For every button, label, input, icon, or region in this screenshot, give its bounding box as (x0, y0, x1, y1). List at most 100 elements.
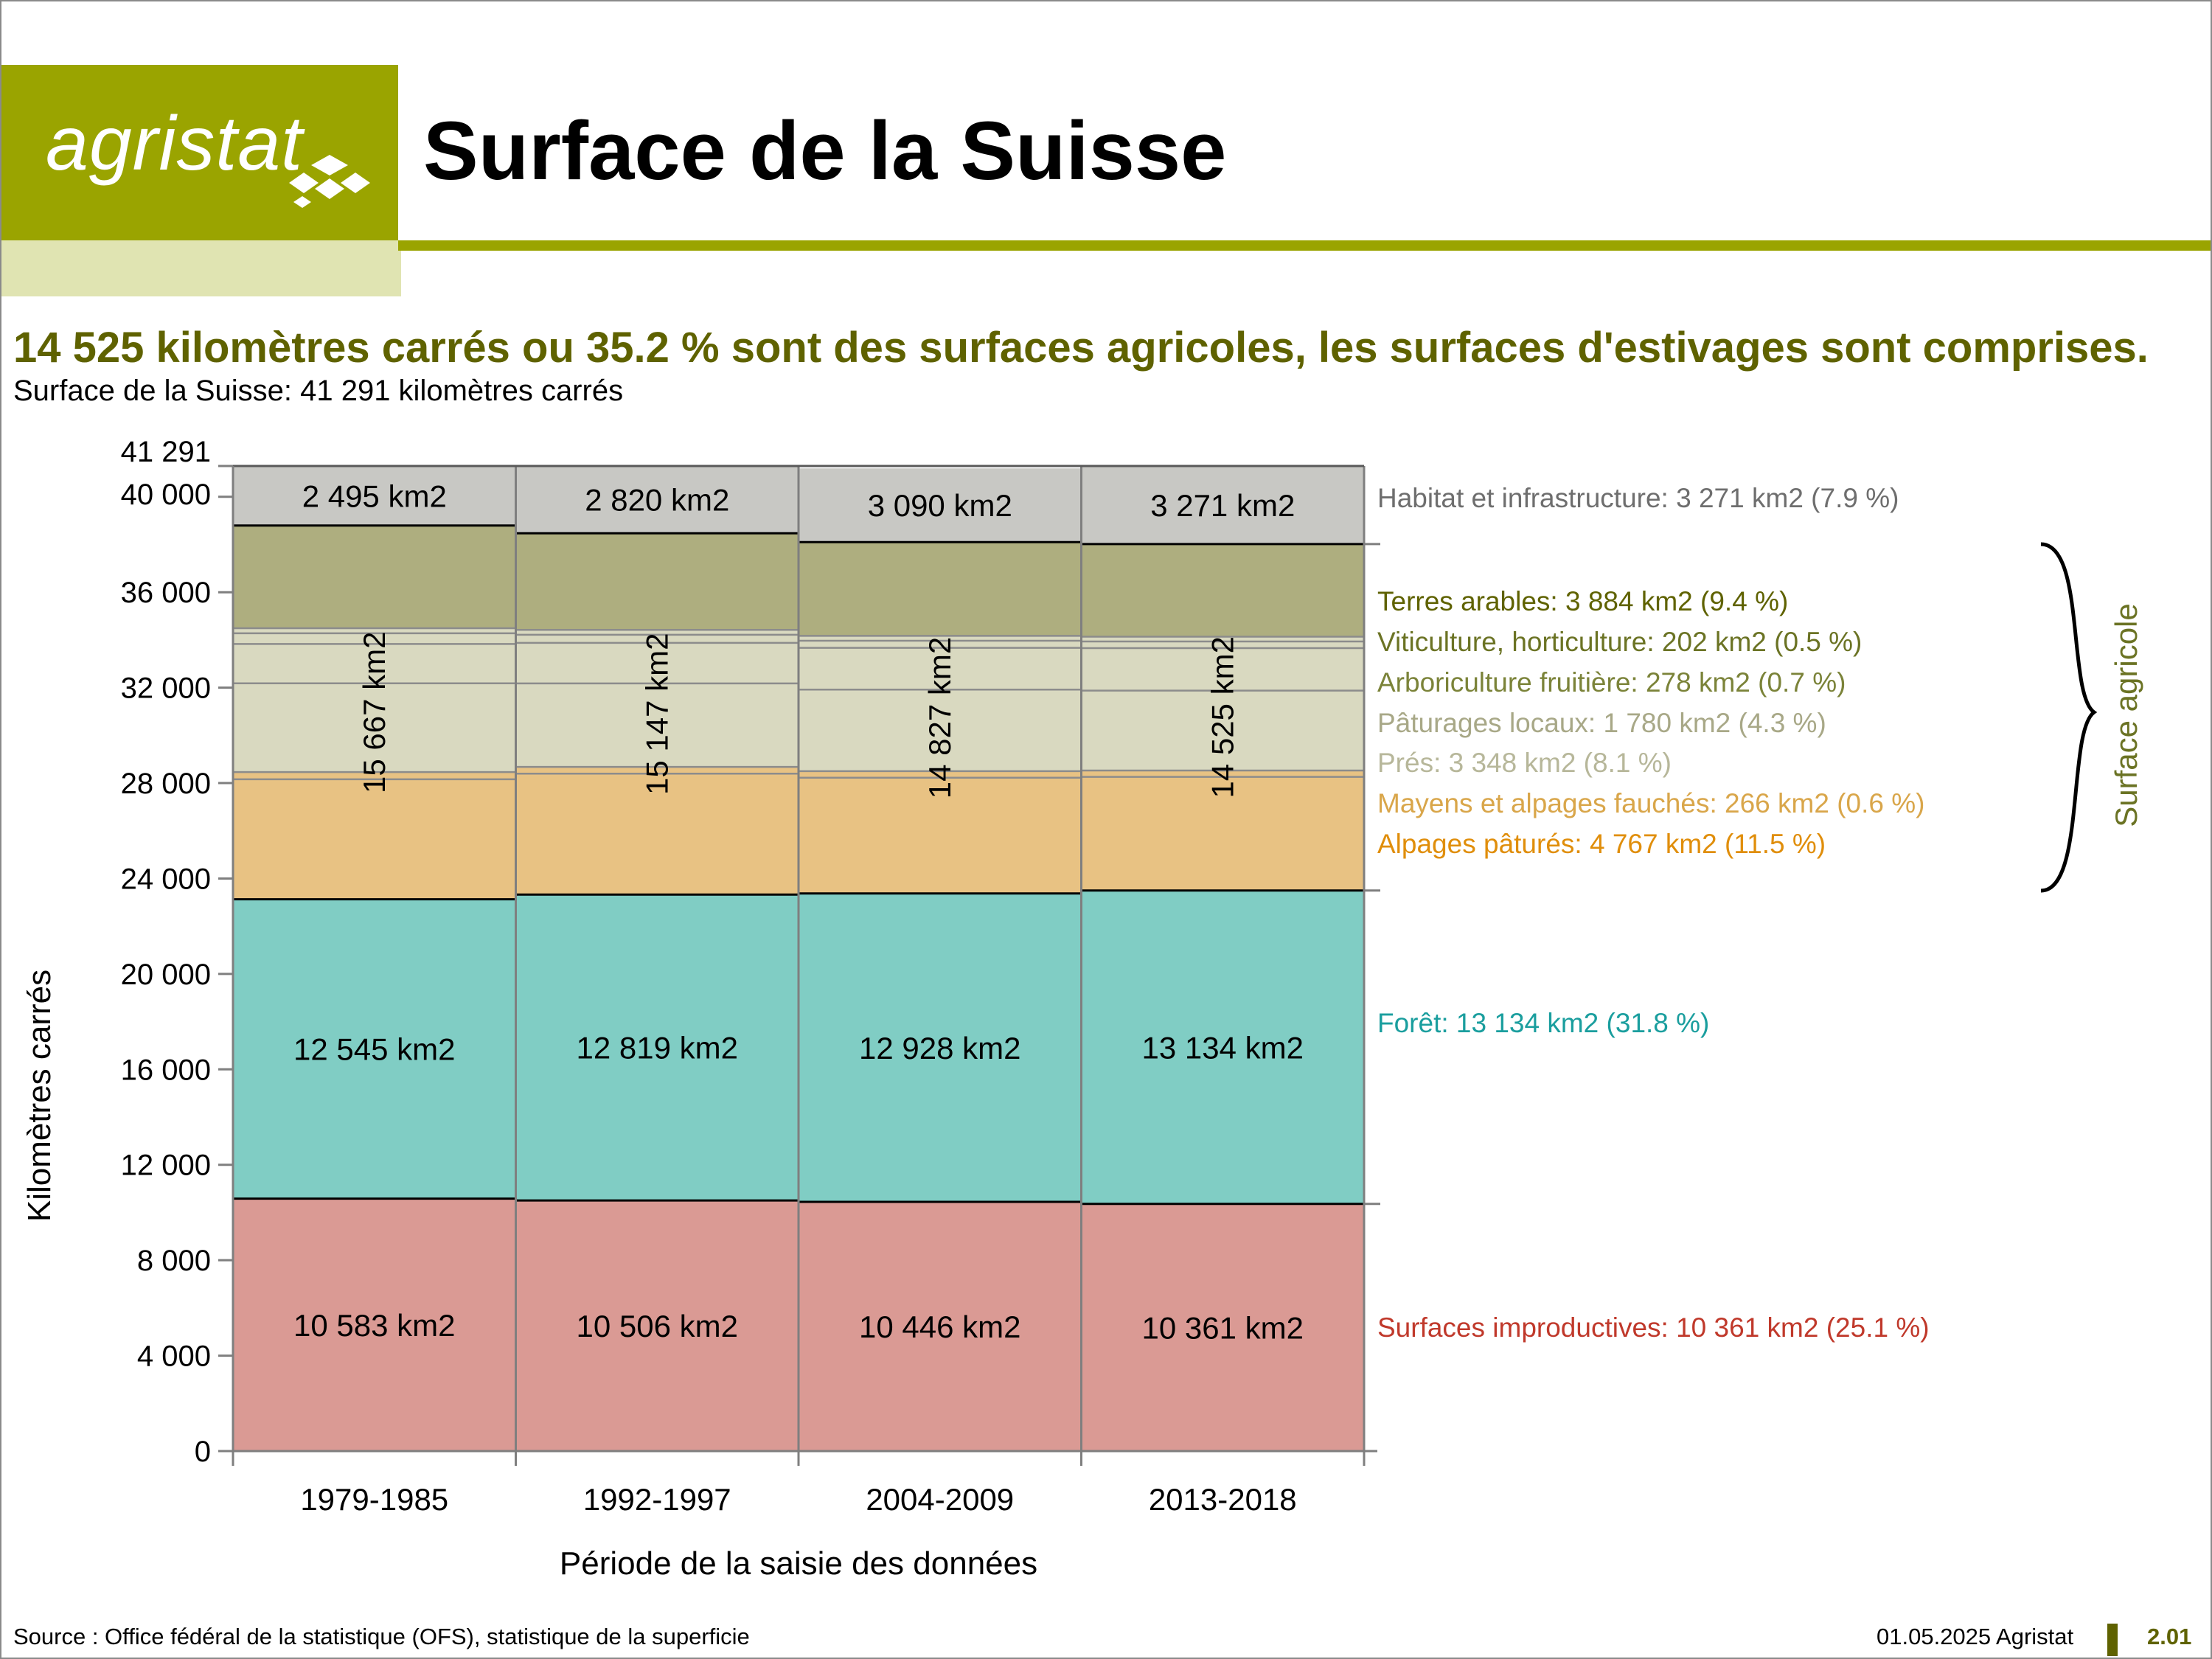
legend-label-terres-arables: Terres arables: 3 884 km2 (9.4 %) (1377, 586, 1788, 616)
bar-segment-mayens-et-alpages-fauches (1081, 770, 1364, 777)
bar-segment-arboriculture-fruitiere (233, 633, 516, 644)
bar-segment-pres (799, 689, 1082, 771)
legend-label-arboriculture-fruitiere: Arboriculture fruitière: 278 km2 (0.7 %) (1377, 667, 1846, 698)
y-tick-label: 16 000 (121, 1054, 211, 1086)
legend-label-alpages-patures: Alpages pâturés: 4 767 km2 (11.5 %) (1377, 829, 1826, 859)
bar-segment-arboriculture-fruitiere (1081, 641, 1364, 649)
bar-segment-paturages-locaux (515, 642, 799, 684)
bar-segment-habitat-et-infrastructure (799, 468, 1082, 543)
bar-segment-habitat-et-infrastructure (233, 466, 516, 526)
bar-segment-viticulture-horticulture (799, 636, 1082, 641)
data-label-surface-agricole: 15 667 km2 (357, 631, 392, 793)
y-tick-label: 8 000 (137, 1245, 211, 1277)
bar-segment-arboriculture-fruitiere (515, 634, 799, 643)
x-tick-label: 1979-1985 (300, 1482, 448, 1517)
data-label-surface-agricole: 14 827 km2 (922, 637, 957, 799)
bar-segment-foret (1081, 890, 1364, 1204)
bar-segment-mayens-et-alpages-fauches (799, 771, 1082, 778)
source-note: Source : Office fédéral de la statistiqu… (13, 1624, 750, 1649)
curly-brace (2040, 542, 2098, 893)
bar-segment-paturages-locaux (1081, 648, 1364, 691)
bar-segment-foret (799, 893, 1082, 1203)
data-label-surfaces-improductives: 10 583 km2 (293, 1308, 455, 1343)
legend-label-habitat-et-infrastructure: Habitat et infrastructure: 3 271 km2 (7.… (1377, 483, 1899, 513)
bar-segment-viticulture-horticulture (233, 628, 516, 633)
legend-label-foret: Forêt: 13 134 km2 (31.8 %) (1377, 1008, 1709, 1038)
bar-segment-paturages-locaux (799, 647, 1082, 690)
header-rule (398, 240, 2211, 251)
x-tick-label: 2004-2009 (866, 1482, 1014, 1517)
stacked-bar-chart: 0 4 000 8 000 12 000 16 000 20 000 24 000 28 00… (21, 436, 2143, 1582)
legend-label-viticulture-horticulture: Viticulture, horticulture: 202 km2 (0.5 … (1377, 627, 1862, 657)
bar-segment-pres (233, 683, 516, 773)
bar-segment-pres (1081, 690, 1364, 771)
x-axis-label: Période de la saisie des données (560, 1545, 1037, 1582)
y-tick-label: 36 000 (121, 577, 211, 609)
legend-label-mayens-et-alpages-fauches: Mayens et alpages fauchés: 266 km2 (0.6 … (1377, 788, 1924, 818)
bar-segment-foret (233, 899, 516, 1199)
bar-segment-paturages-locaux (233, 644, 516, 684)
bar-segment-mayens-et-alpages-fauches (515, 767, 799, 774)
y-tick-label: 20 000 (121, 959, 211, 991)
logo-diamond-icon (289, 155, 370, 208)
legend-label-pres: Prés: 3 348 km2 (8.1 %) (1377, 748, 1672, 778)
bar-segment-surfaces-improductives (515, 1200, 799, 1451)
data-label-surfaces-improductives: 10 446 km2 (859, 1310, 1020, 1344)
data-label-surface-agricole: 14 525 km2 (1205, 636, 1239, 798)
bar-segment-arboriculture-fruitiere (799, 640, 1082, 648)
data-label-habitat-et-infrastructure: 2 495 km2 (302, 479, 447, 513)
bar-segment-habitat-et-infrastructure (1081, 466, 1364, 544)
bar-segment-foret (515, 894, 799, 1201)
bar-segment-alpages-patures (799, 777, 1082, 894)
y-tick-label: 0 (195, 1436, 211, 1468)
y-tick-label: 12 000 (121, 1150, 211, 1182)
bar-segment-viticulture-horticulture (1081, 636, 1364, 642)
data-label-habitat-et-infrastructure: 3 271 km2 (1150, 488, 1295, 523)
headline: 14 525 kilomètres carrés ou 35.2 % sont … (13, 324, 2149, 372)
y-tick-label: 4 000 (137, 1340, 211, 1373)
subtitle: Surface de la Suisse: 41 291 kilomètres … (13, 375, 624, 407)
bar-segment-terres-arables (233, 525, 516, 629)
y-tick-label: 24 000 (121, 863, 211, 895)
x-tick-label: 1992-1997 (583, 1482, 731, 1517)
bar-segment-surfaces-improductives (233, 1198, 516, 1451)
y-tick-label: 28 000 (121, 768, 211, 800)
y-tick-label: 32 000 (121, 672, 211, 705)
data-label-foret: 12 928 km2 (859, 1031, 1020, 1065)
bar-segment-pres (515, 683, 799, 768)
data-label-foret: 12 819 km2 (577, 1031, 738, 1065)
bar-segment-terres-arables (799, 542, 1082, 636)
y-tick-label: 40 000 (121, 479, 211, 511)
y-axis-label: Kilomètres carrés (21, 970, 58, 1222)
logo-text: agristat (46, 101, 304, 187)
y-tick-label: 41 291 (121, 436, 211, 468)
x-tick-label: 2013-2018 (1149, 1482, 1297, 1517)
brace-label: Surface agricole (2109, 603, 2143, 827)
data-label-habitat-et-infrastructure: 2 820 km2 (585, 483, 729, 518)
bar-segment-alpages-patures (233, 779, 516, 900)
data-label-habitat-et-infrastructure: 3 090 km2 (868, 488, 1012, 523)
footer-date: 01.05.2025 Agristat (1877, 1624, 2074, 1649)
data-label-foret: 13 134 km2 (1142, 1030, 1304, 1065)
legend-label-paturages-locaux: Pâturages locaux: 1 780 km2 (4.3 %) (1377, 708, 1826, 738)
bar-segment-alpages-patures (1081, 776, 1364, 891)
agristat-logo: agristat (1, 65, 398, 240)
legend-label-surfaces-improductives: Surfaces improductives: 10 361 km2 (25.1… (1377, 1312, 1930, 1343)
data-label-surface-agricole: 15 147 km2 (639, 633, 674, 795)
bar-segment-surfaces-improductives (1081, 1203, 1364, 1451)
bar-segment-surfaces-improductives (799, 1202, 1082, 1451)
data-label-surfaces-improductives: 10 361 km2 (1142, 1310, 1304, 1345)
bar-segment-terres-arables (515, 533, 799, 630)
bar-segment-mayens-et-alpages-fauches (233, 772, 516, 779)
bar-segment-alpages-patures (515, 773, 799, 895)
data-label-surfaces-improductives: 10 506 km2 (577, 1309, 738, 1343)
logo-underline (1, 240, 401, 296)
page-number: 2.01 (2147, 1624, 2192, 1649)
page-title: Surface de la Suisse (423, 105, 1227, 197)
bar-segment-viticulture-horticulture (515, 630, 799, 635)
bar-segment-terres-arables (1081, 543, 1364, 637)
bar-segment-habitat-et-infrastructure (515, 465, 799, 534)
data-label-foret: 12 545 km2 (293, 1032, 455, 1067)
footer-accent-bar (2107, 1624, 2118, 1656)
